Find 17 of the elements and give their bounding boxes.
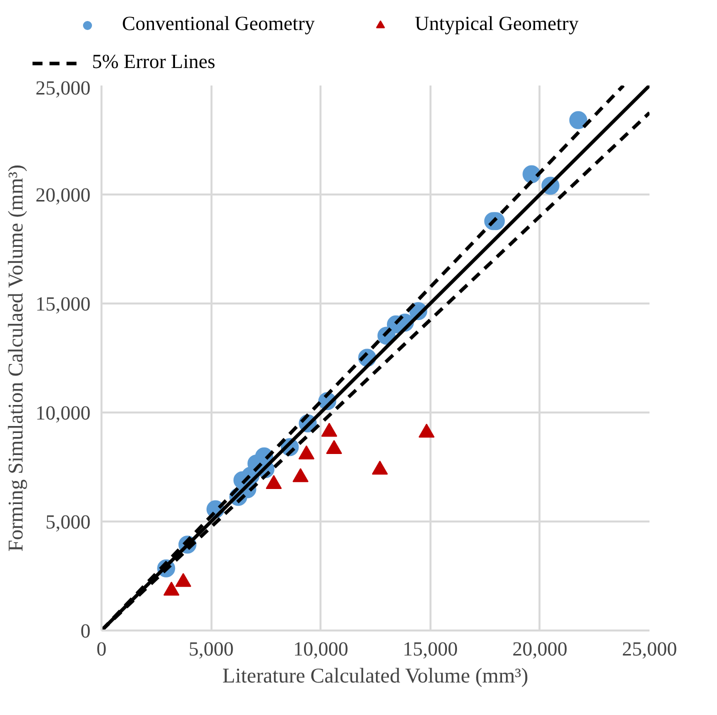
x-tick-label: 20,000	[512, 638, 568, 660]
y-tick-label: 15,000	[36, 294, 90, 316]
legend-label: Conventional Geometry	[122, 13, 315, 36]
y-tick-label: 10,000	[36, 402, 90, 424]
y-tick-label: 25,000	[36, 78, 90, 100]
y-tick-label: 20,000	[36, 184, 90, 206]
x-tick-label: 15,000	[402, 638, 458, 660]
x-axis-title: Literature Calculated Volume (mm³)	[222, 664, 528, 688]
y-tick-label: 5,000	[46, 512, 90, 534]
y-axis-title: Forming Simulation Calculaed Volume (mm³)	[4, 164, 28, 552]
legend-label: Untypical Geometry	[414, 13, 579, 36]
x-tick-label: 25,000	[622, 638, 677, 660]
x-tick-label: 10,000	[293, 638, 348, 660]
legend-label: 5% Error Lines	[92, 51, 216, 74]
x-tick-label: 0	[96, 638, 106, 660]
y-tick-label: 0	[80, 620, 90, 642]
x-tick-label: 5,000	[188, 638, 234, 660]
